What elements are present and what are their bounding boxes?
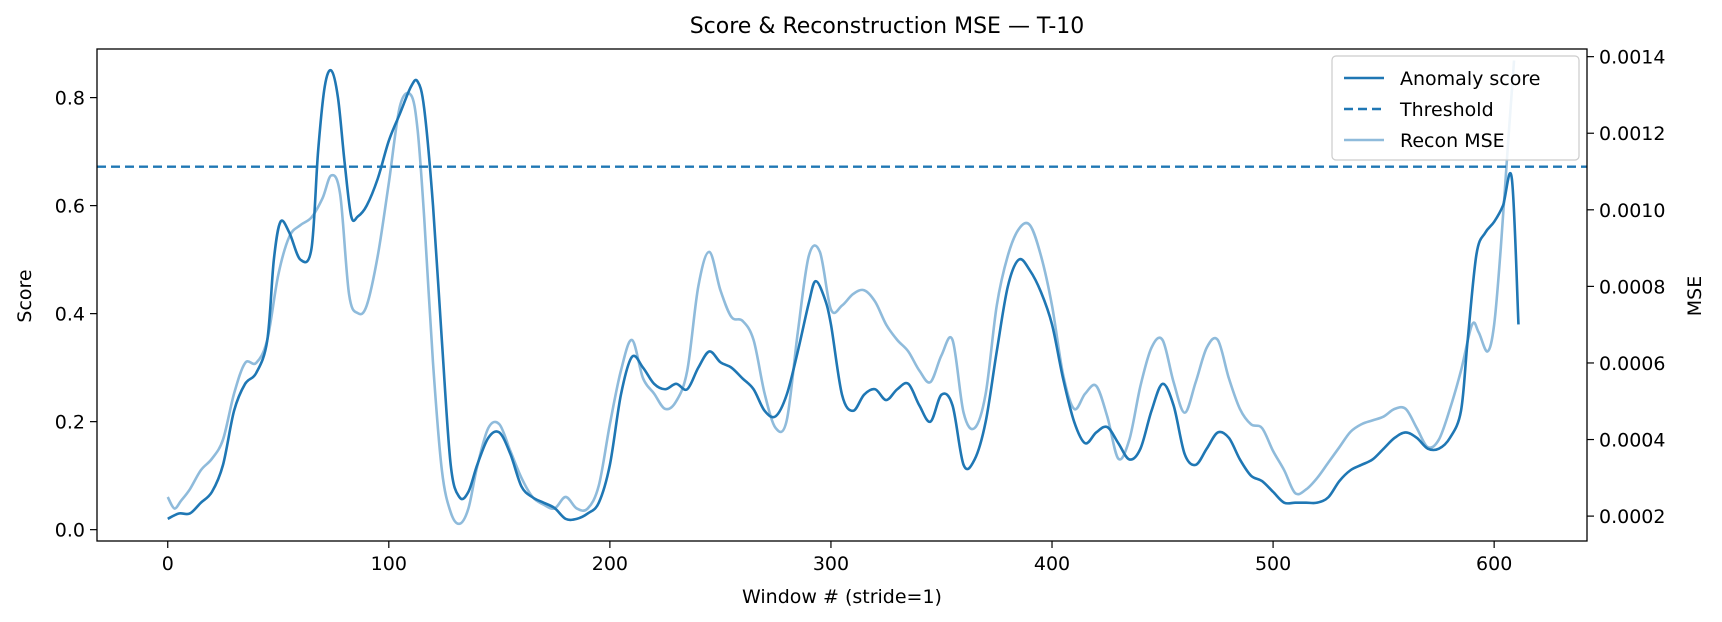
legend-box — [1331, 55, 1580, 161]
x-tick-label: 100 — [371, 553, 407, 575]
left-y-tick-label: 0.0 — [55, 520, 85, 542]
right-y-tick-label: 0.0002 — [1599, 506, 1665, 528]
x-axis: 0 100 200 300 400 500 600 — [162, 541, 1512, 575]
right-y-axis-label: MSE — [1684, 276, 1706, 316]
left-y-axis: 0.0 0.2 0.4 0.6 0.8 — [55, 88, 97, 542]
right-y-tick-label: 0.0012 — [1599, 123, 1665, 145]
left-y-tick-label: 0.2 — [55, 412, 85, 434]
right-y-axis: 0.0002 0.0004 0.0006 0.0008 0.0010 0.0012 0.00… — [1587, 47, 1665, 528]
plot-area — [97, 60, 1587, 526]
x-tick-label: 600 — [1476, 553, 1512, 575]
x-tick-label: 400 — [1034, 553, 1070, 575]
x-tick-label: 500 — [1255, 553, 1291, 575]
anomaly-score-line — [167, 68, 1520, 522]
right-y-tick-label: 0.0006 — [1599, 353, 1665, 375]
legend-label: Threshold — [1399, 99, 1494, 121]
left-y-tick-label: 0.4 — [55, 304, 85, 326]
right-y-tick-label: 0.0004 — [1599, 430, 1665, 452]
legend: Anomaly score Threshold Recon MSE — [1331, 55, 1580, 161]
x-axis-label: Window # (stride=1) — [742, 586, 942, 608]
x-tick-label: 0 — [162, 553, 174, 575]
left-y-axis-label: Score — [14, 269, 36, 322]
x-tick-label: 300 — [813, 553, 849, 575]
recon-mse-line — [166, 60, 1516, 526]
left-y-tick-label: 0.6 — [55, 196, 85, 218]
x-tick-label: 200 — [592, 553, 628, 575]
left-y-tick-label: 0.8 — [55, 88, 85, 110]
right-y-tick-label: 0.0008 — [1599, 276, 1665, 298]
chart-title: Score & Reconstruction MSE — T-10 — [690, 14, 1085, 39]
legend-label: Anomaly score — [1400, 68, 1540, 90]
right-y-tick-label: 0.0010 — [1599, 200, 1665, 222]
legend-label: Recon MSE — [1400, 130, 1505, 152]
right-y-tick-label: 0.0014 — [1599, 47, 1665, 69]
plot-frame — [96, 48, 1588, 542]
